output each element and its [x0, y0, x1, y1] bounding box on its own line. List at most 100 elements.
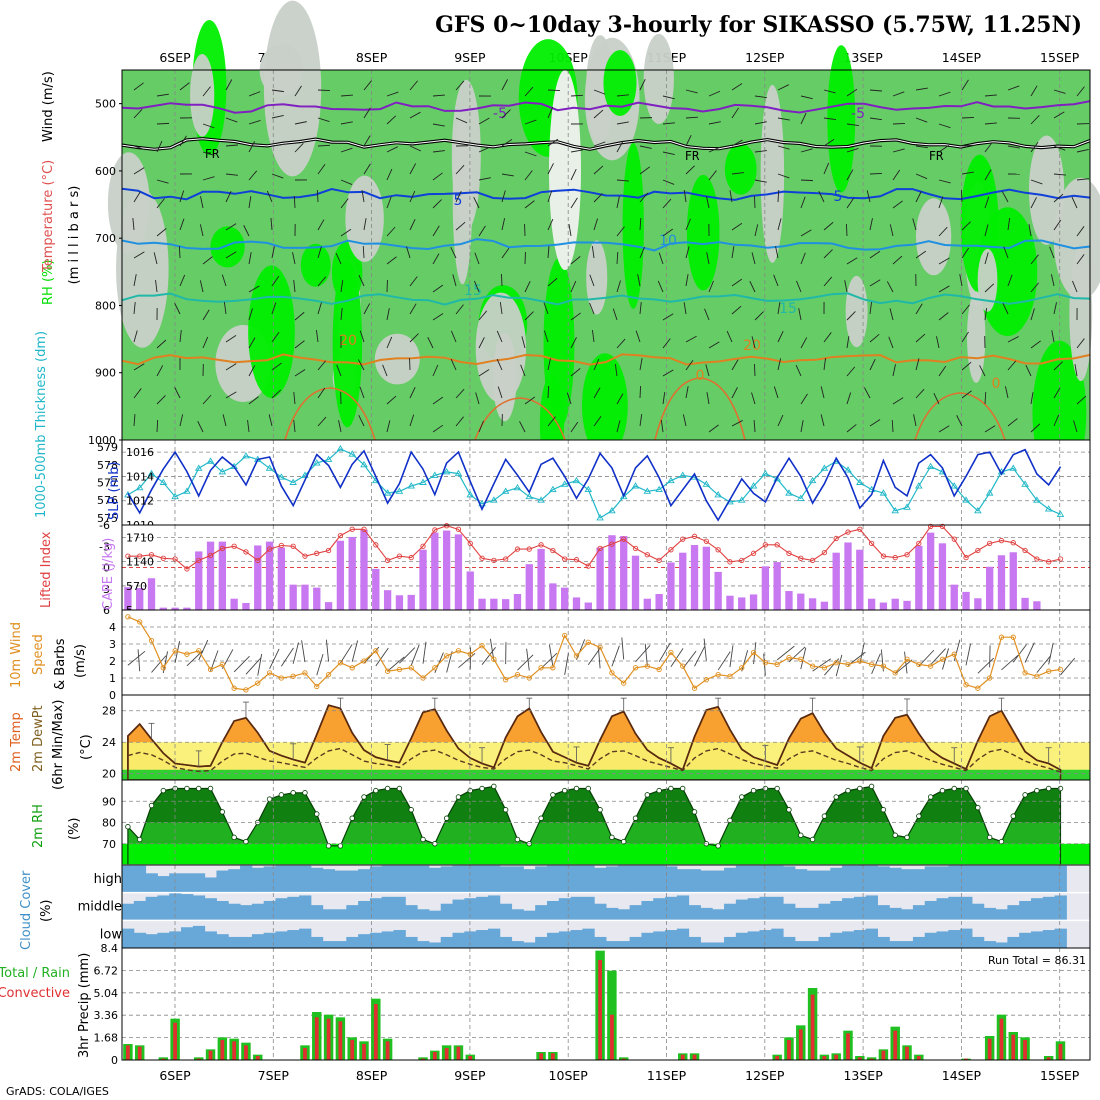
cape-bar — [242, 602, 250, 610]
cloud-cell — [606, 907, 619, 921]
wind-barb — [800, 420, 804, 433]
wind-barb — [1030, 85, 1038, 97]
precip-convective-bar — [916, 1056, 921, 1060]
rh2m-point — [762, 785, 769, 792]
wind-barb — [317, 219, 325, 231]
thickness-point — [218, 468, 227, 475]
wind-barb — [340, 121, 353, 125]
wind-barb — [1053, 361, 1063, 371]
cloud-cell — [936, 931, 949, 948]
wind-barb — [956, 415, 963, 427]
cloud-cell — [735, 932, 749, 948]
lifted-index-point — [432, 527, 438, 533]
rh2m-point — [597, 807, 603, 813]
wind-barb — [1053, 414, 1060, 427]
wind-barb — [961, 79, 969, 91]
wind-barb — [892, 91, 905, 97]
wind-barb — [938, 123, 951, 129]
cape-bar — [324, 602, 333, 610]
cape-bar — [313, 587, 321, 610]
lifted-index-point — [137, 553, 143, 559]
cloud-cell — [417, 865, 430, 893]
precip-convective-bar — [456, 1046, 461, 1060]
wind-barb — [869, 419, 881, 427]
top-date-label: 9SEP — [454, 50, 486, 65]
cloud-cell — [665, 866, 678, 893]
wind-barb — [1030, 423, 1041, 433]
cape-bar — [844, 542, 852, 610]
wind-speed-point — [1010, 634, 1016, 640]
wind-barb — [788, 646, 806, 663]
slp-tick-label: 1012 — [126, 495, 154, 508]
cape-tick-label: 570 — [126, 580, 147, 593]
lifted-index-point — [219, 545, 225, 552]
cloud-cell — [783, 866, 796, 893]
wind-barb — [1002, 302, 1009, 315]
wind-barb — [271, 89, 284, 93]
cape-bar — [1033, 601, 1041, 610]
wind-speed-point — [278, 675, 285, 681]
wind-speed-point — [951, 651, 957, 657]
lifted-index-point — [951, 536, 957, 542]
cloud-cell — [594, 903, 607, 921]
wind-barb — [257, 653, 263, 676]
lifted-index-point — [691, 533, 698, 539]
wind-barb — [521, 336, 526, 349]
wind-barb — [938, 91, 951, 97]
wind-barb — [570, 312, 581, 321]
wind-barb — [432, 172, 443, 181]
cloud-cell — [464, 898, 477, 921]
cloud-cell — [487, 928, 501, 948]
lifted-index-point — [892, 554, 898, 561]
cape-li-panel: -6-3036171011405705 — [99, 519, 1091, 617]
wind-barb — [363, 80, 372, 91]
lifted-index-point — [656, 557, 662, 564]
wind-barb — [685, 134, 692, 147]
cloud-cell — [1054, 865, 1067, 893]
chart-title: GFS 0~10day 3-hourly for SIKASSO (5.75W,… — [435, 12, 1082, 38]
cloud-cell — [688, 869, 701, 893]
wind-barb — [455, 164, 465, 175]
wind-barb — [547, 89, 561, 91]
wind-barb — [694, 646, 705, 667]
lifted-index-point — [715, 547, 721, 553]
lifted-index-point — [160, 555, 166, 561]
cloud-cell — [358, 869, 371, 893]
temp-contour-15 — [121, 292, 1091, 306]
cloud-cell — [369, 898, 383, 921]
precip-tick-label: 8.4 — [101, 942, 119, 955]
wind-barb — [524, 311, 534, 321]
wind-barb — [685, 165, 695, 175]
cape-bar — [360, 529, 368, 610]
wind-barb — [1001, 654, 1019, 671]
wind-barb — [984, 142, 993, 153]
bottom-date-label: 15SEP — [1040, 1068, 1080, 1083]
top-date-label: 13SEP — [843, 50, 883, 65]
thickness-point — [537, 496, 545, 503]
thickness-point — [844, 466, 852, 473]
rh-ylabel-unit: (%) — [67, 818, 82, 841]
cloud-cell — [724, 867, 737, 893]
rh2m-point — [774, 785, 780, 792]
cloud-cell — [1007, 936, 1020, 948]
cloud-cell — [712, 942, 725, 948]
contour-label: 5 — [454, 193, 463, 209]
wind-barb — [846, 197, 855, 209]
wind-barb — [156, 228, 167, 237]
cloud-cell — [122, 865, 135, 893]
cloud-cell — [948, 930, 961, 948]
wind-barb — [1053, 173, 1066, 176]
lifted-index-point — [821, 549, 828, 556]
wind-barb — [386, 336, 393, 349]
wind-barb — [156, 419, 159, 433]
precip-convective-bar — [468, 1056, 473, 1060]
wind-barb — [1053, 145, 1066, 151]
cape-bar — [667, 562, 675, 610]
cloud-cell — [948, 896, 961, 921]
wind-speed-point — [420, 675, 426, 681]
wind-barb — [363, 303, 371, 315]
wind-barb — [888, 336, 894, 349]
cloud-cell — [558, 865, 572, 893]
wind-barb — [708, 341, 720, 349]
cape-bar — [596, 547, 604, 610]
